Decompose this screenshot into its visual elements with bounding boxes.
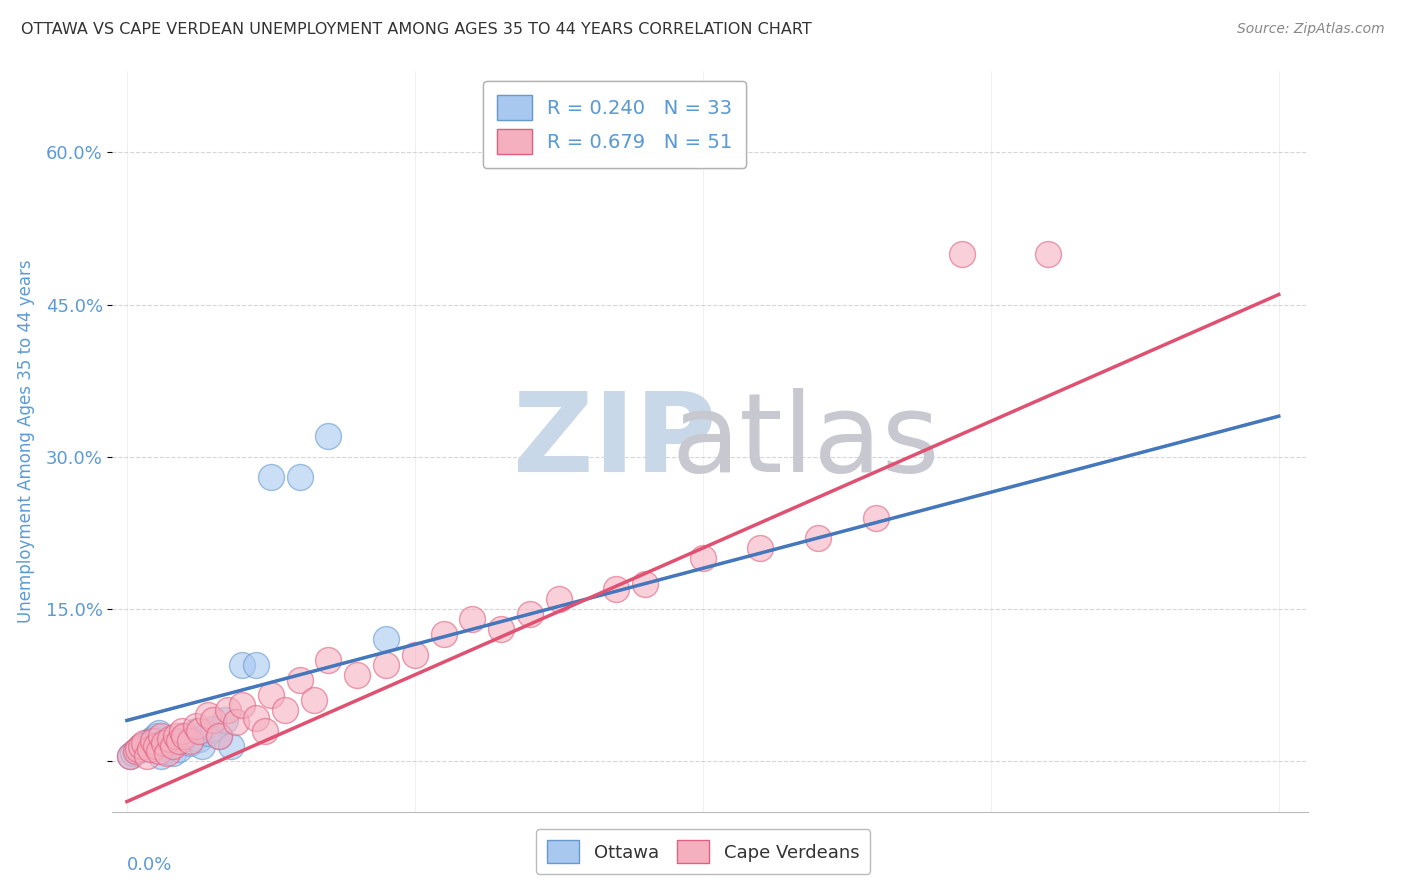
Point [129, 742, 152, 756]
Point [136, 748, 159, 763]
Point [375, 632, 398, 647]
Point [148, 744, 170, 758]
Point [121, 746, 143, 760]
Point [153, 736, 176, 750]
Point [346, 668, 368, 682]
Point [142, 733, 165, 747]
Point [156, 746, 179, 760]
Point [139, 742, 162, 756]
Point [118, 748, 141, 763]
Point [150, 748, 173, 763]
Point [173, 729, 195, 743]
Point [225, 715, 247, 730]
Point [179, 733, 201, 747]
Point [136, 736, 159, 750]
Point [162, 746, 184, 760]
Text: atlas: atlas [672, 388, 939, 495]
Point [245, 657, 267, 672]
Point [491, 622, 513, 636]
Point [165, 729, 187, 743]
Point [274, 703, 297, 717]
Point [433, 627, 456, 641]
Point [865, 510, 887, 524]
Point [260, 688, 283, 702]
Point [162, 739, 184, 753]
Text: OTTAWA VS CAPE VERDEAN UNEMPLOYMENT AMONG AGES 35 TO 44 YEARS CORRELATION CHART: OTTAWA VS CAPE VERDEAN UNEMPLOYMENT AMON… [21, 22, 811, 37]
Point [214, 714, 236, 728]
Point [547, 591, 569, 606]
Point [118, 748, 141, 763]
Point [184, 718, 207, 732]
Point [197, 708, 219, 723]
Point [217, 703, 239, 717]
Point [461, 612, 484, 626]
Point [254, 723, 277, 738]
Point [145, 729, 167, 743]
Y-axis label: Unemployment Among Ages 35 to 44 years: Unemployment Among Ages 35 to 44 years [17, 260, 35, 624]
Point [159, 731, 181, 746]
Point [139, 733, 162, 747]
Point [187, 723, 209, 738]
Text: 0.0%: 0.0% [127, 856, 173, 874]
Point [148, 725, 170, 739]
Point [519, 607, 541, 621]
Point [153, 744, 176, 758]
Point [288, 470, 311, 484]
Point [302, 693, 325, 707]
Point [202, 722, 225, 736]
Text: ZIP: ZIP [513, 388, 716, 495]
Legend: Ottawa, Cape Verdeans: Ottawa, Cape Verdeans [536, 830, 870, 874]
Point [605, 582, 627, 596]
Point [156, 739, 179, 753]
Point [245, 711, 267, 725]
Point [404, 648, 426, 662]
Point [184, 723, 207, 738]
Point [190, 739, 212, 753]
Point [318, 429, 340, 443]
Point [173, 729, 195, 743]
Point [167, 733, 190, 747]
Point [145, 739, 167, 753]
Point [187, 731, 209, 746]
Point [142, 731, 165, 746]
Point [150, 729, 173, 743]
Point [318, 652, 340, 666]
Point [159, 733, 181, 747]
Point [260, 470, 283, 484]
Point [129, 739, 152, 753]
Point [634, 576, 657, 591]
Point [170, 723, 193, 738]
Point [208, 729, 231, 743]
Text: Source: ZipAtlas.com: Source: ZipAtlas.com [1237, 22, 1385, 37]
Point [208, 729, 231, 743]
Point [167, 742, 190, 756]
Point [124, 744, 146, 758]
Point [692, 551, 714, 566]
Point [749, 541, 772, 555]
Point [165, 736, 187, 750]
Point [134, 736, 156, 750]
Point [288, 673, 311, 687]
Point [197, 725, 219, 739]
Point [1038, 247, 1060, 261]
Point [179, 736, 201, 750]
Point [219, 739, 242, 753]
Point [375, 657, 398, 672]
Point [950, 247, 973, 261]
Point [124, 744, 146, 758]
Point [231, 698, 253, 713]
Point [231, 657, 253, 672]
Legend: R = 0.240   N = 33, R = 0.679   N = 51: R = 0.240 N = 33, R = 0.679 N = 51 [482, 81, 747, 168]
Point [202, 714, 225, 728]
Point [129, 739, 152, 753]
Point [807, 531, 830, 545]
Point [127, 742, 149, 756]
